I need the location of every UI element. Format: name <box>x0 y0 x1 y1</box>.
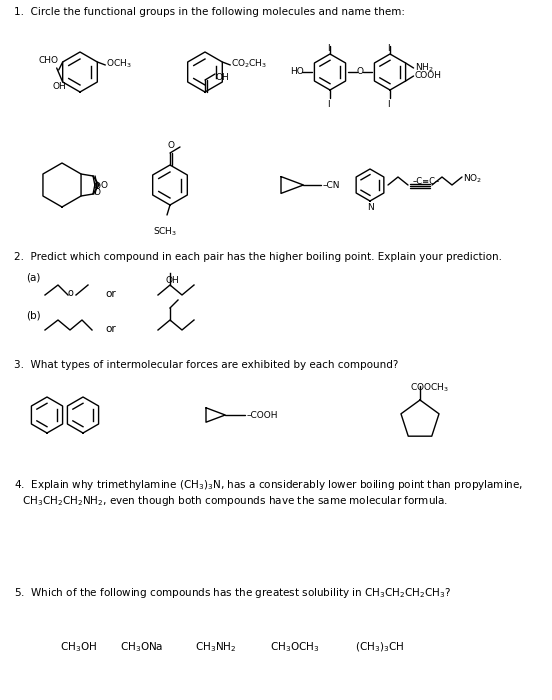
Text: N: N <box>367 203 374 212</box>
Text: or: or <box>105 289 116 299</box>
Text: CH$_3$ONa: CH$_3$ONa <box>120 640 163 654</box>
Text: I: I <box>387 44 389 53</box>
Text: COOCH$_3$: COOCH$_3$ <box>410 382 449 395</box>
Text: 4.  Explain why trimethylamine (CH$_3$)$_3$N, has a considerably lower boiling p: 4. Explain why trimethylamine (CH$_3$)$_… <box>14 478 523 492</box>
Text: CH$_3$OH: CH$_3$OH <box>60 640 97 654</box>
Text: OH: OH <box>52 82 66 91</box>
Text: I: I <box>327 44 330 53</box>
Text: CH$_3$OCH$_3$: CH$_3$OCH$_3$ <box>270 640 320 654</box>
Text: CO$_2$CH$_3$: CO$_2$CH$_3$ <box>231 58 268 70</box>
Text: 1.  Circle the functional groups in the following molecules and name them:: 1. Circle the functional groups in the f… <box>14 7 405 17</box>
Text: O: O <box>93 188 100 197</box>
Text: 2.  Predict which compound in each pair has the higher boiling point. Explain yo: 2. Predict which compound in each pair h… <box>14 252 502 262</box>
Text: –C≡C–: –C≡C– <box>413 177 440 186</box>
Text: o: o <box>68 288 74 298</box>
Text: OH: OH <box>165 276 179 285</box>
Text: –COOH: –COOH <box>246 410 278 419</box>
Text: O: O <box>357 67 364 76</box>
Text: OH: OH <box>216 73 230 82</box>
Text: CHO: CHO <box>39 56 59 65</box>
Text: COOH: COOH <box>415 71 442 80</box>
Text: CH$_3$NH$_2$: CH$_3$NH$_2$ <box>195 640 236 654</box>
Text: –CN: –CN <box>322 181 340 190</box>
Text: NH$_2$: NH$_2$ <box>415 62 433 74</box>
Text: HO: HO <box>290 67 304 76</box>
Text: OCH$_3$: OCH$_3$ <box>107 58 132 70</box>
Text: O: O <box>100 181 107 190</box>
Text: 5.  Which of the following compounds has the greatest solubility in CH$_3$CH$_2$: 5. Which of the following compounds has … <box>14 586 452 600</box>
Text: (b): (b) <box>26 310 41 320</box>
Text: I: I <box>387 100 389 109</box>
Text: NO$_2$: NO$_2$ <box>463 173 482 186</box>
Text: 3.  What types of intermolecular forces are exhibited by each compound?: 3. What types of intermolecular forces a… <box>14 360 399 370</box>
Text: CH$_3$CH$_2$CH$_2$NH$_2$, even though both compounds have the same molecular for: CH$_3$CH$_2$CH$_2$NH$_2$, even though bo… <box>22 494 448 508</box>
Text: SCH$_3$: SCH$_3$ <box>153 225 177 237</box>
Text: O: O <box>93 182 100 191</box>
Text: or: or <box>105 324 116 334</box>
Text: I: I <box>327 100 330 109</box>
Text: (CH$_3$)$_3$CH: (CH$_3$)$_3$CH <box>355 640 404 654</box>
Text: O: O <box>167 141 174 150</box>
Text: (a): (a) <box>26 272 40 282</box>
